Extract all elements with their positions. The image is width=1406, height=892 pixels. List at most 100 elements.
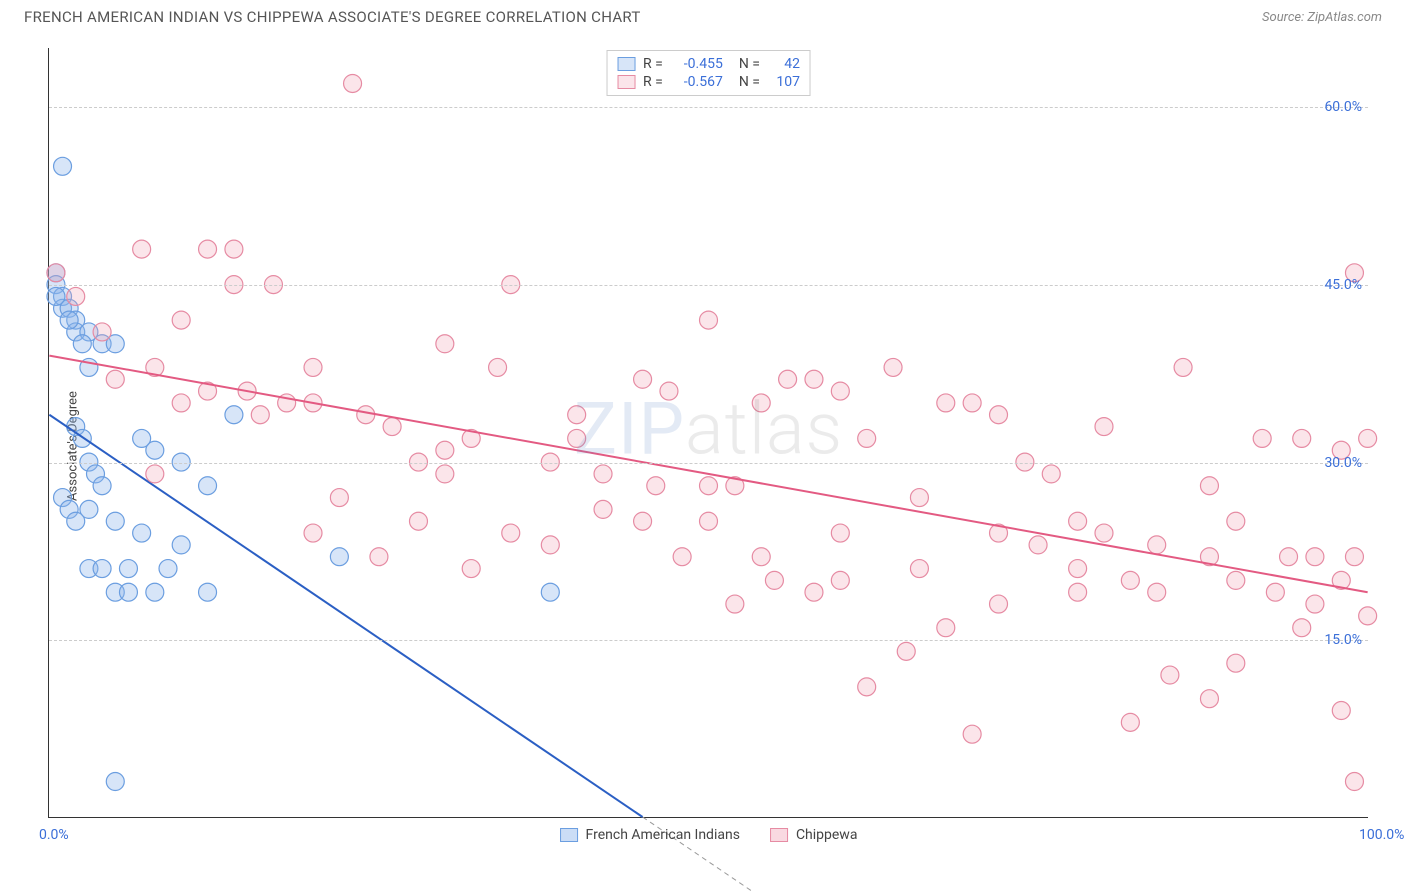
y-tick-label: 15.0% (1324, 632, 1362, 648)
legend-n-label: N = (739, 56, 760, 72)
data-point (344, 75, 362, 93)
trend-line (49, 356, 1367, 593)
data-point (1253, 429, 1271, 447)
legend-stat-row: R = -0.455 N = 42 (617, 55, 800, 73)
legend-stat-row: R = -0.567 N = 107 (617, 73, 800, 91)
legend-series-item: French American Indians (560, 827, 740, 843)
data-point (673, 548, 691, 566)
data-point (1148, 583, 1166, 601)
data-point (383, 418, 401, 436)
data-point (436, 441, 454, 459)
data-point (937, 394, 955, 412)
data-point (700, 311, 718, 329)
legend-swatch (617, 57, 635, 71)
data-point (1306, 548, 1324, 566)
scatter-svg (49, 48, 1368, 817)
data-point (146, 441, 164, 459)
data-point (73, 335, 91, 353)
series-legend: French American Indians Chippewa (560, 827, 858, 843)
data-point (502, 524, 520, 542)
data-point (1121, 571, 1139, 589)
chart-plot-area: ZIPatlas R = -0.455 N = 42 R = -0.567 N … (48, 48, 1368, 818)
data-point (146, 465, 164, 483)
data-point (1042, 465, 1060, 483)
data-point (1227, 654, 1245, 672)
data-point (568, 429, 586, 447)
data-point (462, 560, 480, 578)
data-point (752, 394, 770, 412)
data-point (489, 358, 507, 376)
data-point (765, 571, 783, 589)
data-point (805, 583, 823, 601)
data-point (172, 311, 190, 329)
data-point (436, 335, 454, 353)
data-point (726, 595, 744, 613)
data-point (409, 512, 427, 530)
source-label: Source: ZipAtlas.com (1262, 10, 1382, 25)
data-point (1306, 595, 1324, 613)
data-point (60, 311, 78, 329)
data-point (858, 429, 876, 447)
data-point (370, 548, 388, 566)
data-point (67, 287, 85, 305)
data-point (700, 477, 718, 495)
data-point (831, 571, 849, 589)
y-tick-label: 60.0% (1324, 99, 1362, 115)
data-point (159, 560, 177, 578)
legend-r-label: R = (643, 56, 663, 72)
data-point (805, 370, 823, 388)
data-point (304, 358, 322, 376)
data-point (1069, 512, 1087, 530)
data-point (93, 560, 111, 578)
data-point (1174, 358, 1192, 376)
data-point (752, 548, 770, 566)
data-point (199, 477, 217, 495)
data-point (251, 406, 269, 424)
data-point (199, 240, 217, 258)
data-point (172, 536, 190, 554)
gridline (49, 285, 1368, 286)
data-point (330, 489, 348, 507)
legend-n-value: 42 (768, 56, 800, 72)
data-point (831, 524, 849, 542)
legend-r-label: R = (643, 74, 663, 90)
data-point (568, 406, 586, 424)
legend-n-value: 107 (768, 74, 800, 90)
correlation-legend: R = -0.455 N = 42 R = -0.567 N = 107 (606, 50, 811, 96)
data-point (133, 524, 151, 542)
data-point (225, 240, 243, 258)
gridline (49, 463, 1368, 464)
data-point (47, 264, 65, 282)
data-point (106, 773, 124, 791)
data-point (1227, 512, 1245, 530)
data-point (106, 512, 124, 530)
data-point (225, 406, 243, 424)
data-point (80, 500, 98, 518)
legend-swatch (770, 828, 788, 842)
data-point (1345, 548, 1363, 566)
data-point (357, 406, 375, 424)
data-point (831, 382, 849, 400)
data-point (54, 157, 72, 175)
data-point (779, 370, 797, 388)
data-point (1200, 477, 1218, 495)
data-point (1227, 571, 1245, 589)
data-point (1266, 583, 1284, 601)
data-point (1359, 607, 1377, 625)
data-point (910, 489, 928, 507)
data-point (133, 240, 151, 258)
data-point (1280, 548, 1298, 566)
data-point (106, 370, 124, 388)
data-point (541, 583, 559, 601)
data-point (304, 524, 322, 542)
x-tick-label: 0.0% (39, 827, 69, 843)
data-point (660, 382, 678, 400)
trend-line (49, 415, 642, 817)
data-point (990, 406, 1008, 424)
data-point (1148, 536, 1166, 554)
data-point (858, 678, 876, 696)
data-point (93, 477, 111, 495)
legend-swatch (560, 828, 578, 842)
data-point (897, 642, 915, 660)
gridline (49, 107, 1368, 108)
